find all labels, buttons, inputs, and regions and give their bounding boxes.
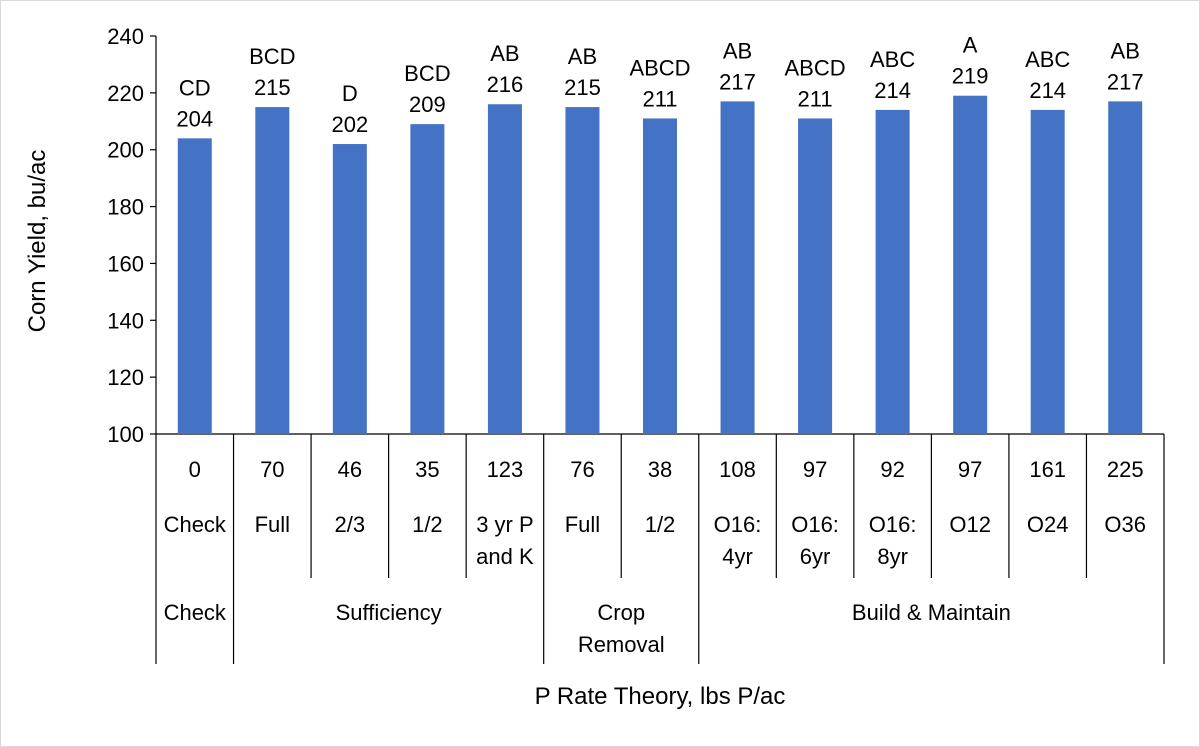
category-treatment-label: Full — [565, 512, 600, 537]
category-rate-label: 225 — [1107, 457, 1144, 482]
category-treatment-label: and K — [476, 544, 534, 569]
bar-letter-label: D — [342, 81, 358, 106]
y-tick-label: 120 — [107, 365, 144, 390]
category-rate-label: 70 — [260, 457, 284, 482]
bar-letter-label: ABCD — [629, 55, 690, 80]
category-rate-label: 0 — [189, 457, 201, 482]
bar-value-label: 214 — [1029, 78, 1066, 103]
bar-value-label: 202 — [331, 112, 368, 137]
y-tick-label: 180 — [107, 195, 144, 220]
category-rate-label: 76 — [570, 457, 594, 482]
bar-letter-label: AB — [568, 44, 597, 69]
x-axis-title: P Rate Theory, lbs P/ac — [535, 683, 786, 710]
y-tick-label: 240 — [107, 24, 144, 49]
category-rate-label: 108 — [719, 457, 756, 482]
bar-value-label: 215 — [254, 75, 291, 100]
bar — [1108, 101, 1143, 434]
category-treatment-label: O16: — [714, 512, 762, 537]
bar-value-label: 219 — [952, 64, 989, 89]
bar-letter-label: ABC — [870, 47, 915, 72]
bar — [720, 101, 755, 434]
y-tick-label: 220 — [107, 81, 144, 106]
bar — [798, 118, 833, 434]
bar-letter-label: CD — [179, 75, 211, 100]
bar — [487, 104, 522, 434]
category-treatment-label: O36 — [1104, 512, 1146, 537]
category-treatment-label: O16: — [791, 512, 839, 537]
category-treatment-label: O16: — [869, 512, 917, 537]
category-treatment-label: 1/2 — [645, 512, 676, 537]
bar-letter-label: ABC — [1025, 47, 1070, 72]
bar — [255, 107, 290, 435]
category-treatment-label: 3 yr P — [476, 512, 533, 537]
group-label: Crop — [597, 600, 645, 625]
bar-letter-label: ABCD — [785, 55, 846, 80]
category-treatment-label: O24 — [1027, 512, 1069, 537]
bar-value-label: 215 — [564, 75, 601, 100]
category-rate-label: 123 — [487, 457, 524, 482]
category-rate-label: 35 — [415, 457, 439, 482]
bars-layer — [177, 95, 1143, 435]
bar-value-label: 217 — [719, 69, 756, 94]
bar — [332, 144, 367, 434]
bar-letter-label: BCD — [404, 61, 450, 86]
y-tick-label: 100 — [107, 422, 144, 447]
category-treatment-label: 6yr — [800, 544, 831, 569]
category-treatment-label: 4yr — [722, 544, 753, 569]
category-treatment-label: Check — [164, 512, 227, 537]
y-tick-label: 200 — [107, 138, 144, 163]
bar — [953, 95, 988, 434]
bar — [643, 118, 677, 434]
bar — [565, 107, 600, 435]
bar — [1030, 109, 1065, 435]
y-tick-label: 160 — [107, 251, 144, 276]
bar-value-label: 211 — [642, 86, 677, 111]
group-label: Sufficiency — [336, 600, 442, 625]
category-rate-label: 97 — [958, 457, 982, 482]
bar-value-label: 217 — [1107, 69, 1144, 94]
category-axis-layer: 0 Check 70 Full 46 2/3 35 1/2 123 3 yr P and K 76 Fu… — [155, 434, 1165, 664]
group-label: Build & Maintain — [852, 600, 1011, 625]
bar — [410, 124, 445, 434]
group-label: Removal — [578, 632, 665, 657]
category-treatment-label: O12 — [949, 512, 991, 537]
bar-value-label: 211 — [798, 86, 833, 111]
bar — [177, 138, 212, 435]
category-rate-label: 92 — [880, 457, 904, 482]
bar-letter-label: AB — [490, 41, 519, 66]
bar-letter-label: A — [963, 33, 978, 58]
bar — [875, 109, 910, 435]
y-axis-title: Corn Yield, bu/ac — [24, 150, 51, 333]
bar-letter-label: AB — [723, 38, 752, 63]
data-labels-layer: 204 CD 215 BCD 202 D 209 BCD 216 AB 215 AB 211 ABCD 21… — [176, 33, 1143, 137]
bar-value-label: 216 — [487, 72, 524, 97]
category-rate-label: 38 — [648, 457, 672, 482]
category-treatment-label: 1/2 — [412, 512, 443, 537]
category-treatment-label: 8yr — [877, 544, 908, 569]
category-treatment-label: 2/3 — [335, 512, 366, 537]
category-rate-label: 97 — [803, 457, 827, 482]
category-rate-label: 161 — [1029, 457, 1066, 482]
bar-value-label: 209 — [409, 92, 446, 117]
bar-value-label: 204 — [176, 106, 213, 131]
bar-letter-label: AB — [1111, 38, 1140, 63]
group-label: Check — [164, 600, 227, 625]
category-treatment-label: Full — [255, 512, 290, 537]
category-rate-label: 46 — [338, 457, 362, 482]
y-tick-label: 140 — [107, 308, 144, 333]
bar-letter-label: BCD — [249, 44, 295, 69]
bar-value-label: 214 — [874, 78, 911, 103]
axes-layer: 100 120 140 160 180 200 220 240 — [107, 24, 1164, 447]
